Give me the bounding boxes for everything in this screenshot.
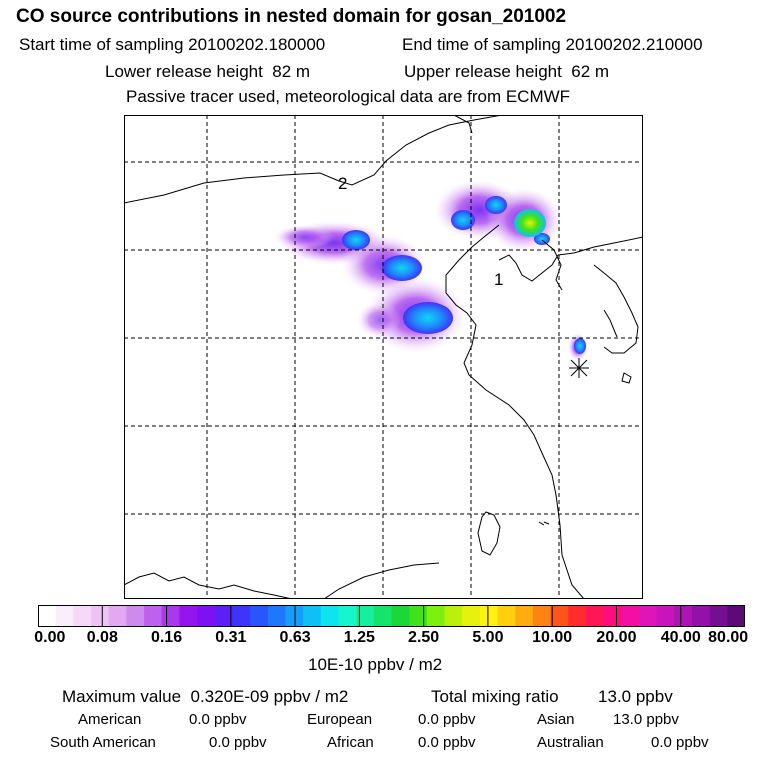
colorbar-cell: [462, 605, 481, 627]
map-label-2: 2: [338, 174, 347, 193]
colorbar-cell: [568, 605, 587, 627]
colorbar-cell: [638, 605, 658, 627]
colorbar-cell: [214, 605, 234, 627]
region-value: 13.0 ppbv: [613, 711, 679, 728]
colorbar-tick-label: 0.08: [86, 629, 118, 646]
colorbar-tick-label: 1.25: [343, 629, 375, 646]
upper-release-label: Upper release height: [404, 62, 562, 81]
colorbar-cell: [391, 605, 410, 627]
region-name: American: [78, 711, 142, 728]
colorbar-cell: [444, 605, 463, 627]
total-mixing-ratio: Total mixing ratio 13.0 ppbv: [431, 687, 673, 707]
colorbar-tick-label: 80.00: [708, 629, 749, 646]
total-mixing-value: 13.0 ppbv: [598, 687, 673, 706]
region-name: European: [307, 711, 373, 728]
tracer-note: Passive tracer used, meteorological data…: [126, 87, 571, 106]
region-value: 0.0 ppbv: [209, 734, 267, 751]
colorbar-cell: [197, 605, 216, 627]
colorbar-cell: [338, 605, 357, 627]
region-value: 0.0 ppbv: [418, 734, 476, 751]
colorbar-tick-label: 0.31: [215, 629, 247, 646]
plot-title: CO source contributions in nested domain…: [16, 6, 567, 27]
end-time-label: End time of sampling: [402, 35, 561, 54]
colorbar-cell: [497, 605, 516, 627]
colorbar-cell: [603, 605, 622, 627]
colorbar-tick-label: 0.63: [279, 629, 311, 646]
max-value-label: Maximum value: [62, 687, 182, 706]
colorbar-cell: [727, 605, 745, 627]
colorbar-cell: [532, 605, 552, 627]
colorbar-cell: [515, 605, 534, 627]
max-value: Maximum value 0.320E-09 ppbv / m2: [62, 687, 348, 707]
colorbar-unit: 10E-10 ppbv / m2: [308, 655, 443, 674]
colorbar-cell: [550, 605, 569, 627]
colorbar-cell: [585, 605, 605, 627]
colorbar-tick-label: 40.00: [660, 629, 701, 646]
colorbar-cell: [320, 605, 340, 627]
region-name: Australian: [537, 734, 604, 751]
colorbar-tick-label: 2.50: [408, 629, 440, 646]
colorbar-cell: [709, 605, 728, 627]
colorbar-tick-label: 5.00: [472, 629, 504, 646]
colorbar-cell: [38, 605, 57, 627]
colorbar-cell: [108, 605, 127, 627]
start-time-value: 20100202.180000: [188, 35, 326, 54]
colorbar-cell: [356, 605, 375, 627]
region-name: African: [327, 734, 374, 751]
colorbar-cell: [479, 605, 499, 627]
colorbar-tick-label: 0.16: [150, 629, 183, 646]
start-time-label: Start time of sampling: [19, 35, 184, 54]
lower-release-label: Lower release height: [105, 62, 263, 81]
colorbar: [38, 605, 745, 627]
colorbar-cell: [161, 605, 181, 627]
colorbar-cell: [55, 605, 74, 627]
region-value: 0.0 ppbv: [189, 711, 247, 728]
colorbar-cell: [179, 605, 198, 627]
colorbar-cell: [656, 605, 675, 627]
region-name: South American: [50, 734, 156, 751]
start-time: Start time of sampling 20100202.180000: [19, 35, 325, 55]
colorbar-cell: [373, 605, 393, 627]
colorbar-cell: [250, 605, 269, 627]
colorbar-tick-label: 0.00: [34, 629, 66, 646]
colorbar-cell: [126, 605, 145, 627]
lower-release-height: Lower release height 82 m: [105, 62, 310, 82]
colorbar-cell: [232, 605, 251, 627]
upper-release-height: Upper release height 62 m: [404, 62, 609, 82]
region-value: 0.0 ppbv: [651, 734, 709, 751]
colorbar-cell: [267, 605, 287, 627]
region-name: Asian: [537, 711, 575, 728]
colorbar-cell: [674, 605, 693, 627]
colorbar-cell: [409, 605, 428, 627]
asterisk-icon: [569, 358, 589, 378]
region-value: 0.0 ppbv: [418, 711, 476, 728]
colorbar-cell: [73, 605, 92, 627]
end-time-value: 20100202.210000: [565, 35, 703, 54]
end-time: End time of sampling 20100202.210000: [402, 35, 703, 55]
upper-release-value: 62 m: [571, 62, 610, 81]
colorbar-cell: [303, 605, 322, 627]
colorbar-tick-label: 10.00: [532, 629, 573, 646]
colorbar-cell: [144, 605, 163, 627]
map-label-1: 1: [494, 270, 503, 289]
coastlines: [124, 115, 643, 599]
max-value-number: 0.320E-09 ppbv / m2: [190, 687, 349, 706]
colorbar-cell: [621, 605, 640, 627]
plume-field: [274, 180, 588, 361]
total-mixing-label: Total mixing ratio: [431, 687, 559, 706]
colorbar-cell: [91, 605, 110, 627]
colorbar-cell: [285, 605, 304, 627]
colorbar-cell: [691, 605, 711, 627]
lat-lon-grid: [124, 115, 643, 599]
colorbar-tick-label: 20.00: [596, 629, 637, 646]
source-contribution-map: 2 1: [124, 115, 643, 599]
colorbar-cell: [426, 605, 446, 627]
map-frame: [124, 115, 643, 599]
lower-release-value: 82 m: [272, 62, 311, 81]
